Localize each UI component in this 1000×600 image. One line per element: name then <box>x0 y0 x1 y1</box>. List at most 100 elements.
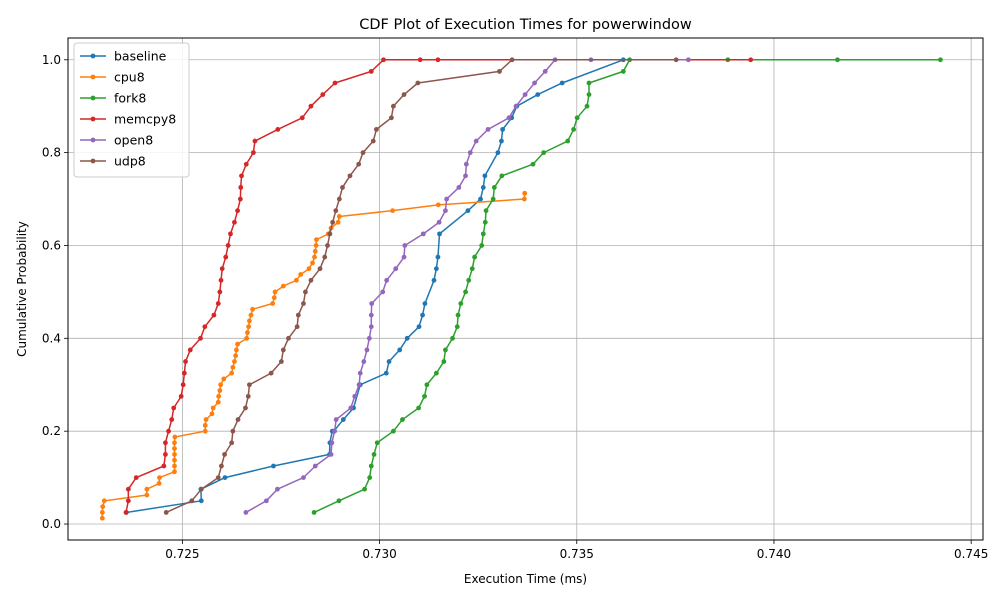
data-point <box>183 359 188 364</box>
data-point <box>435 57 441 63</box>
data-point <box>455 312 461 318</box>
data-point <box>491 185 497 190</box>
legend-label: baseline <box>114 49 167 64</box>
data-point <box>415 80 421 86</box>
data-point <box>366 335 372 341</box>
data-point <box>417 57 423 63</box>
data-point <box>232 219 237 225</box>
data-point <box>383 370 389 376</box>
data-point <box>456 185 462 190</box>
data-point <box>280 347 286 353</box>
legend-marker <box>90 158 96 164</box>
data-point <box>443 347 448 353</box>
legend: baseline cpu8 fork8 memcpy8 open8 udp8 <box>73 42 190 178</box>
data-point <box>198 335 203 341</box>
data-point <box>469 266 475 272</box>
data-point <box>938 57 943 63</box>
data-point <box>483 208 489 214</box>
data-point <box>169 417 175 422</box>
legend-label: open8 <box>114 133 153 148</box>
legend-marker <box>90 53 96 59</box>
data-point <box>420 231 426 237</box>
data-point <box>500 127 506 132</box>
legend-marker <box>90 74 96 80</box>
data-point <box>499 138 504 144</box>
data-point <box>308 277 314 283</box>
data-point <box>275 127 281 132</box>
data-point <box>317 266 323 272</box>
legend-label: fork8 <box>114 91 146 106</box>
data-point <box>495 150 501 156</box>
data-point <box>275 486 280 492</box>
data-point <box>271 463 276 469</box>
data-point <box>441 359 447 364</box>
x-tick-label: 0.735 <box>560 547 594 561</box>
series-layer <box>99 57 943 521</box>
data-point <box>506 115 512 121</box>
x-tick-label: 0.730 <box>362 547 396 561</box>
data-point <box>157 475 162 480</box>
data-point <box>320 92 326 97</box>
data-point <box>521 196 527 202</box>
data-point <box>472 254 478 260</box>
data-point <box>541 150 547 156</box>
data-point <box>620 68 626 74</box>
data-point <box>272 289 278 295</box>
data-point <box>312 254 317 260</box>
data-point <box>245 393 251 399</box>
data-point <box>209 411 215 417</box>
x-axis-ticks: 0.725 0.730 0.735 0.740 0.745 <box>165 540 988 561</box>
data-point <box>123 510 129 515</box>
series-fork8 <box>311 57 943 515</box>
data-point <box>172 434 178 440</box>
data-point <box>466 277 472 283</box>
data-point <box>340 417 346 422</box>
data-point <box>393 266 399 272</box>
data-point <box>314 237 319 243</box>
data-point <box>332 80 338 86</box>
data-point <box>542 68 548 74</box>
data-point <box>243 510 249 515</box>
data-point <box>586 92 592 97</box>
data-point <box>198 486 204 492</box>
data-point <box>234 347 239 353</box>
data-point <box>416 324 422 330</box>
data-point <box>437 231 442 237</box>
data-point <box>482 173 488 179</box>
data-point <box>144 486 150 492</box>
data-point <box>125 486 131 492</box>
data-point <box>268 370 274 376</box>
data-point <box>101 498 107 504</box>
data-point <box>161 463 167 469</box>
data-point <box>497 68 502 74</box>
data-point <box>222 475 228 480</box>
data-point <box>333 208 339 214</box>
data-point <box>482 219 488 225</box>
legend-label: udp8 <box>114 154 146 169</box>
data-point <box>178 393 184 399</box>
data-point <box>435 254 441 260</box>
data-point <box>295 312 301 318</box>
data-point <box>559 80 565 86</box>
data-point <box>202 324 208 330</box>
data-point <box>203 417 209 422</box>
data-point <box>233 353 239 359</box>
data-point <box>401 254 407 260</box>
data-point <box>368 463 374 469</box>
data-point <box>404 335 410 341</box>
data-point <box>586 80 592 86</box>
data-point <box>219 463 224 469</box>
data-point <box>211 312 217 318</box>
data-point <box>685 57 691 63</box>
data-point <box>584 103 590 109</box>
data-point <box>458 301 464 306</box>
data-point <box>402 243 408 248</box>
data-point <box>463 161 469 167</box>
legend-entry-fork8: fork8 <box>80 91 146 106</box>
data-point <box>364 347 370 353</box>
data-point <box>329 440 335 446</box>
data-point <box>444 196 450 202</box>
data-point <box>271 295 277 301</box>
data-point <box>270 301 276 306</box>
data-point <box>327 231 333 237</box>
